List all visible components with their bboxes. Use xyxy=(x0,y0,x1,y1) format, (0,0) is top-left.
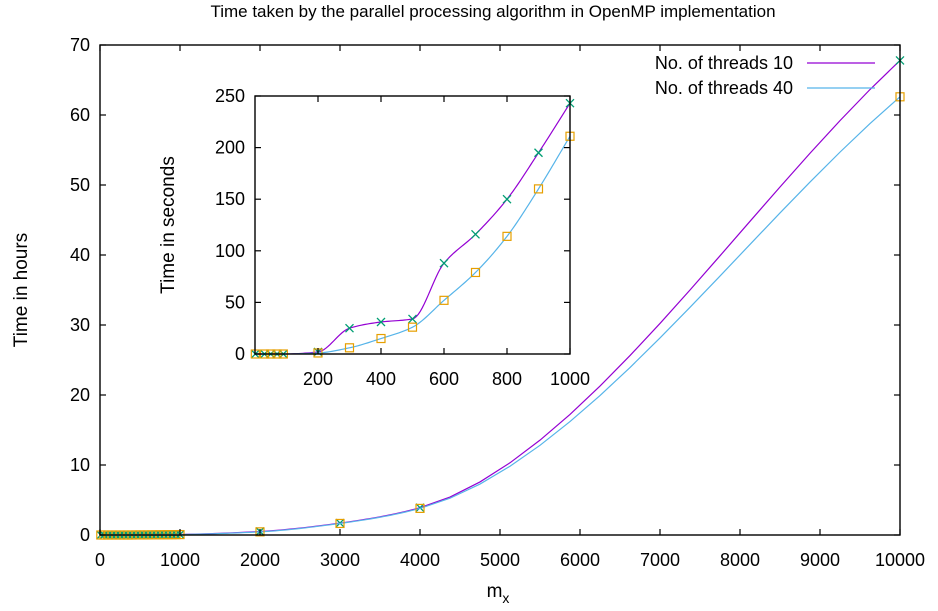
legend: No. of threads 10 No. of threads 40 xyxy=(655,53,875,98)
main-y-tick-label: 40 xyxy=(70,245,90,265)
main-x-tick-label: 4000 xyxy=(400,550,440,570)
inset-series-1-point xyxy=(502,194,512,204)
inset-background xyxy=(255,96,570,354)
main-x-tick-label: 6000 xyxy=(560,550,600,570)
x-axis-title-base: m xyxy=(487,581,503,602)
inset-y-tick-label: 100 xyxy=(215,241,245,261)
main-y-tick-label: 70 xyxy=(70,35,90,55)
inset-x-tick-label: 200 xyxy=(303,369,333,389)
main-y-tick-label: 20 xyxy=(70,385,90,405)
inset-plot-frame xyxy=(254,95,571,355)
inset-x-tick-label: 600 xyxy=(429,369,459,389)
inset-y-tick-label: 150 xyxy=(215,189,245,209)
main-y-tick-label: 0 xyxy=(80,525,90,545)
inset-plot: 200 400 600 800 1000 0 50 100 150 200 250 Time in … xyxy=(158,86,590,389)
main-y-tick-label: 60 xyxy=(70,105,90,125)
legend-label-2: No. of threads 40 xyxy=(655,78,793,98)
main-x-tick-label: 3000 xyxy=(320,550,360,570)
chart-title: Time taken by the parallel processing al… xyxy=(210,2,775,21)
inset-series-2-point xyxy=(470,267,481,278)
inset-series-2-point xyxy=(344,343,355,353)
inset-x-tick-label: 800 xyxy=(492,369,522,389)
inset-series-2-point xyxy=(502,231,512,241)
main-series-2-point xyxy=(415,503,425,513)
inset-series-2-point xyxy=(407,322,418,332)
main-x-tick-label: 10000 xyxy=(875,550,925,570)
inset-y-tick-label: 250 xyxy=(215,86,245,106)
main-x-tick-label: 8000 xyxy=(720,550,760,570)
inset-ticks: 200 400 600 800 1000 0 50 100 150 200 250 xyxy=(215,86,590,389)
main-plot: 0 1000 2000 3000 4000 5000 6000 7000 8000 9000 100… xyxy=(11,35,925,606)
inset-y-axis-title: Time in seconds xyxy=(158,156,179,294)
main-y-tick-label: 50 xyxy=(70,175,90,195)
main-x-tick-label: 5000 xyxy=(480,550,520,570)
inset-series-2-point xyxy=(439,295,449,305)
inset-y-tick-label: 50 xyxy=(225,292,245,312)
inset-series-1-point xyxy=(534,148,543,158)
main-x-tick-label: 0 xyxy=(95,550,105,570)
main-ticks: 0 1000 2000 3000 4000 5000 6000 7000 8000 9000 100… xyxy=(70,35,925,570)
inset-series-2-point xyxy=(376,333,386,344)
inset-y-tick-label: 0 xyxy=(235,344,245,364)
inset-x-tick-label: 400 xyxy=(366,369,396,389)
main-x-tick-label: 2000 xyxy=(240,550,280,570)
main-x-tick-label: 9000 xyxy=(800,550,840,570)
inset-series-1-point xyxy=(345,323,354,333)
main-x-tick-label: 1000 xyxy=(160,550,200,570)
inset-series-1-point xyxy=(376,317,386,327)
inset-series-1-point xyxy=(408,314,417,324)
main-y-axis-title: Time in hours xyxy=(11,233,32,347)
inset-series-1-point xyxy=(471,229,480,239)
inset-x-tick-label: 1000 xyxy=(550,369,590,389)
main-x-tick-label: 7000 xyxy=(640,550,680,570)
main-series-2-point xyxy=(255,527,265,537)
legend-label-1: No. of threads 10 xyxy=(655,53,793,73)
inset-series-2-point xyxy=(533,184,544,194)
main-y-tick-label: 30 xyxy=(70,315,90,335)
inset-y-tick-label: 200 xyxy=(215,138,245,158)
main-y-tick-label: 10 xyxy=(70,455,90,475)
main-series-2-point xyxy=(335,518,345,529)
main-x-axis-title: mx xyxy=(487,581,510,606)
inset-series-1-point xyxy=(439,258,449,268)
x-axis-title-subscript: x xyxy=(502,590,509,606)
main-series-1-point xyxy=(415,503,425,513)
